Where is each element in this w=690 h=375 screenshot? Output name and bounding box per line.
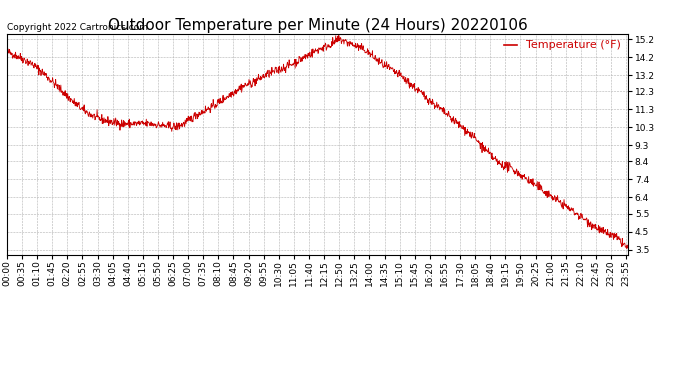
Title: Outdoor Temperature per Minute (24 Hours) 20220106: Outdoor Temperature per Minute (24 Hours… bbox=[108, 18, 527, 33]
Legend: Temperature (°F): Temperature (°F) bbox=[503, 39, 622, 51]
Text: Copyright 2022 Cartronics.com: Copyright 2022 Cartronics.com bbox=[7, 22, 148, 32]
